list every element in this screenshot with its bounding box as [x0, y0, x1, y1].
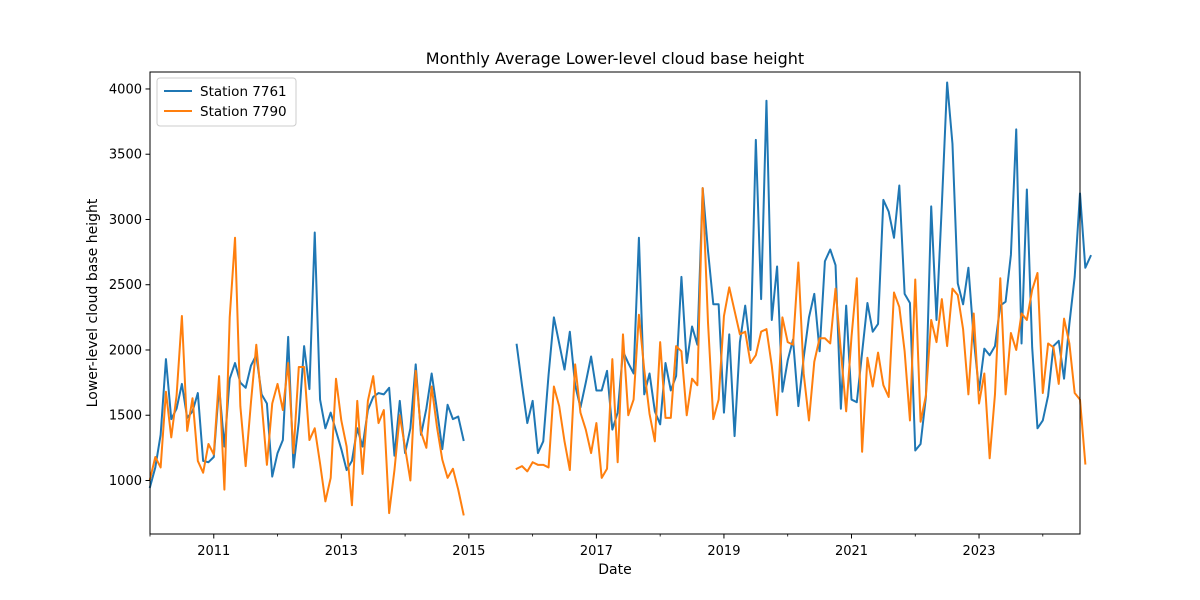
- series-line-station-7790: [148, 187, 1087, 516]
- x-axis: 2011 2013 2015 2017 2019 2021 2023: [149, 534, 1044, 559]
- chart-title: Monthly Average Lower-level cloud base h…: [426, 49, 804, 68]
- y-tick-label-3000: 3000: [109, 213, 142, 228]
- legend-label-station-7761: Station 7761: [200, 84, 287, 100]
- y-tick-label-1000: 1000: [109, 474, 142, 489]
- series-layer: [148, 81, 1092, 516]
- y-tick-label-3500: 3500: [109, 148, 142, 163]
- plot-area: [148, 71, 1092, 535]
- y-tick-label-4000: 4000: [109, 82, 142, 97]
- x-tick-label-2019: 2019: [707, 544, 740, 559]
- x-axis-label: Date: [598, 562, 631, 578]
- y-tick-label-2500: 2500: [109, 278, 142, 293]
- x-tick-label-2023: 2023: [962, 544, 995, 559]
- y-tick-label-2000: 2000: [109, 343, 142, 358]
- x-tick-label-2021: 2021: [835, 544, 868, 559]
- y-tick-label-1500: 1500: [109, 409, 142, 424]
- x-tick-label-2017: 2017: [580, 544, 613, 559]
- y-axis: 1000 1500 2000 2500 3000 3500 4000: [109, 82, 150, 489]
- x-tick-label-2015: 2015: [452, 544, 485, 559]
- y-axis-label: Lower-level cloud base height: [85, 198, 101, 407]
- legend-label-station-7790: Station 7790: [200, 104, 287, 120]
- x-tick-label-2013: 2013: [325, 544, 358, 559]
- legend: Station 7761 Station 7790: [156, 77, 297, 127]
- x-tick-label-2011: 2011: [197, 544, 230, 559]
- axes-frame: [149, 71, 1081, 535]
